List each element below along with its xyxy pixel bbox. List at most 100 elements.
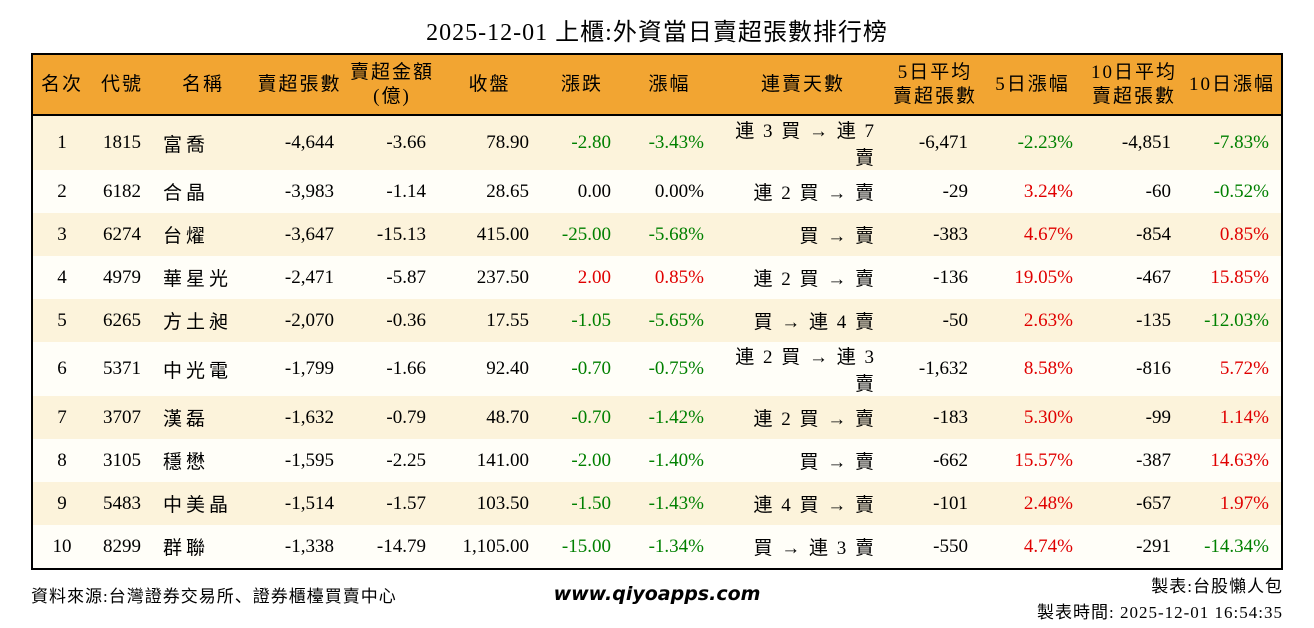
cell-pct10: -14.34%: [1204, 535, 1269, 557]
table-row: 7 3707 漢磊 -1,632 -0.79 48.70 -0.70 -1.42% 連 2 買 …: [33, 396, 1281, 439]
cell-streak: 連 2 買 → 連 3 賣: [735, 347, 876, 395]
cell-sell_amount: -14.79: [376, 535, 426, 557]
cell-sell_amount: -5.87: [386, 266, 426, 288]
cell-pct5: 5.30%: [1023, 406, 1073, 428]
cell-rank: 8: [57, 449, 67, 471]
column-header-avg10: 10日平均 賣超張數: [1090, 61, 1177, 107]
cell-close: 78.90: [486, 132, 529, 153]
cell-pct5: 4.67%: [1023, 223, 1073, 245]
table-row: 6 5371 中光電 -1,799 -1.66 92.40 -0.70 -0.75% 連 2 買…: [33, 342, 1281, 396]
cell-pct5: -2.23%: [1017, 132, 1073, 153]
cell-sell_volume: -2,070: [284, 309, 334, 331]
cell-sell_volume: -3,983: [284, 180, 334, 202]
cell-close: 48.70: [486, 406, 529, 428]
page-title: 2025-12-01 上櫃:外資當日賣超張數排行榜: [426, 20, 888, 46]
cell-code: 1815: [103, 132, 141, 153]
cell-code: 5483: [103, 492, 141, 514]
cell-sell_volume: -1,514: [284, 492, 334, 514]
cell-change: -1.05: [571, 309, 611, 331]
cell-avg5: -662: [933, 449, 968, 471]
timestamp-text: 製表時間: 2025-12-01 16:54:35: [1037, 603, 1284, 623]
cell-close: 1,105.00: [462, 535, 530, 557]
cell-code: 3105: [103, 449, 141, 471]
cell-pct10: -12.03%: [1204, 309, 1269, 331]
cell-streak: 連 2 買 → 賣: [753, 409, 876, 430]
ranking-table-container: 名次 代號 名稱 賣超張數 賣超金額 (億) 收盤 漲跌 漲幅 連賣天數 5日平均 賣超張數 5日漲…: [31, 53, 1283, 570]
cell-pct10: 1.14%: [1219, 406, 1269, 428]
cell-pct10: -0.52%: [1213, 180, 1269, 202]
table-row: 8 3105 穩懋 -1,595 -2.25 141.00 -2.00 -1.40% 買 → 賣…: [33, 439, 1281, 482]
cell-change_pct: 0.85%: [654, 266, 704, 288]
cell-code: 6182: [103, 180, 141, 202]
column-header-pct10: 10日漲幅: [1188, 73, 1275, 95]
cell-name: 中美晶: [163, 495, 233, 516]
cell-change: -2.00: [571, 449, 611, 471]
cell-pct10: 0.85%: [1219, 223, 1269, 245]
cell-sell_amount: -1.57: [386, 492, 426, 514]
cell-rank: 10: [52, 535, 72, 557]
cell-avg10: -854: [1136, 223, 1171, 245]
cell-name: 漢磊: [163, 409, 210, 430]
column-header-avg5: 5日平均 賣超張數: [892, 61, 977, 107]
cell-change: 0.00: [577, 180, 611, 202]
cell-code: 6265: [103, 309, 141, 331]
cell-avg5: -50: [942, 309, 968, 331]
cell-change: -0.70: [571, 358, 611, 379]
cell-sell_amount: -15.13: [376, 223, 426, 245]
cell-streak: 買 → 連 3 賣: [753, 538, 876, 559]
table-row: 1 1815 富喬 -4,644 -3.66 78.90 -2.80 -3.43% 連 3 買 …: [33, 115, 1281, 170]
cell-name: 台燿: [163, 226, 210, 247]
cell-avg5: -1,632: [918, 358, 968, 379]
cell-avg5: -183: [933, 406, 968, 428]
ranking-table: 名次 代號 名稱 賣超張數 賣超金額 (億) 收盤 漲跌 漲幅 連賣天數 5日平均 賣超張數 5日漲…: [33, 55, 1281, 568]
cell-sell_volume: -1,632: [284, 406, 334, 428]
cell-change_pct: -1.40%: [648, 449, 704, 471]
cell-name: 中光電: [163, 360, 233, 382]
cell-pct5: 2.48%: [1023, 492, 1073, 514]
table-header-row: 名次 代號 名稱 賣超張數 賣超金額 (億) 收盤 漲跌 漲幅 連賣天數 5日平均 賣超張數 5日漲…: [33, 55, 1281, 115]
cell-pct5: 3.24%: [1023, 180, 1073, 202]
column-header-name: 名稱: [181, 73, 224, 95]
cell-streak: 買 → 賣: [799, 452, 876, 473]
cell-change_pct: -5.68%: [648, 223, 704, 245]
cell-avg5: -29: [942, 180, 968, 202]
cell-name: 方土昶: [163, 312, 233, 333]
cell-pct5: 4.74%: [1023, 535, 1073, 557]
cell-change_pct: -0.75%: [648, 358, 704, 379]
cell-close: 103.50: [476, 492, 529, 514]
cell-sell_volume: -3,647: [284, 223, 334, 245]
cell-name: 群聯: [163, 538, 210, 559]
cell-pct5: 8.58%: [1023, 358, 1073, 379]
cell-sell_volume: -2,471: [284, 266, 334, 288]
cell-avg5: -101: [933, 492, 968, 514]
cell-change: -1.50: [571, 492, 611, 514]
column-header-code: 代號: [100, 73, 143, 95]
cell-sell_amount: -2.25: [386, 449, 426, 471]
cell-close: 237.50: [476, 266, 529, 288]
cell-avg10: -467: [1136, 266, 1171, 288]
cell-sell_amount: -0.79: [386, 406, 426, 428]
cell-pct5: 19.05%: [1014, 266, 1073, 288]
cell-sell_amount: -1.14: [386, 180, 426, 202]
cell-code: 8299: [103, 535, 141, 557]
cell-name: 富喬: [163, 134, 210, 156]
cell-change: -25.00: [561, 223, 611, 245]
cell-sell_volume: -4,644: [284, 132, 334, 153]
cell-rank: 3: [57, 223, 67, 245]
cell-change_pct: -1.34%: [648, 535, 704, 557]
cell-streak: 買 → 連 4 賣: [753, 312, 876, 333]
cell-avg10: -291: [1136, 535, 1171, 557]
cell-code: 3707: [103, 406, 141, 428]
cell-pct5: 2.63%: [1023, 309, 1073, 331]
cell-change_pct: -3.43%: [648, 132, 704, 153]
cell-avg10: -99: [1145, 406, 1171, 428]
cell-avg10: -387: [1136, 449, 1171, 471]
cell-avg10: -60: [1145, 180, 1171, 202]
cell-avg5: -6,471: [918, 132, 968, 153]
credits-block: 製表:台股懶人包 製表時間: 2025-12-01 16:54:35: [760, 574, 1283, 627]
table-row: 2 6182 合晶 -3,983 -1.14 28.65 0.00 0.00% 連 2 買 → …: [33, 170, 1281, 213]
cell-sell_volume: -1,595: [284, 449, 334, 471]
cell-change: -0.70: [571, 406, 611, 428]
column-header-sell_volume: 賣超張數: [257, 73, 342, 95]
website-link[interactable]: www.qiyoapps.com: [553, 583, 761, 605]
